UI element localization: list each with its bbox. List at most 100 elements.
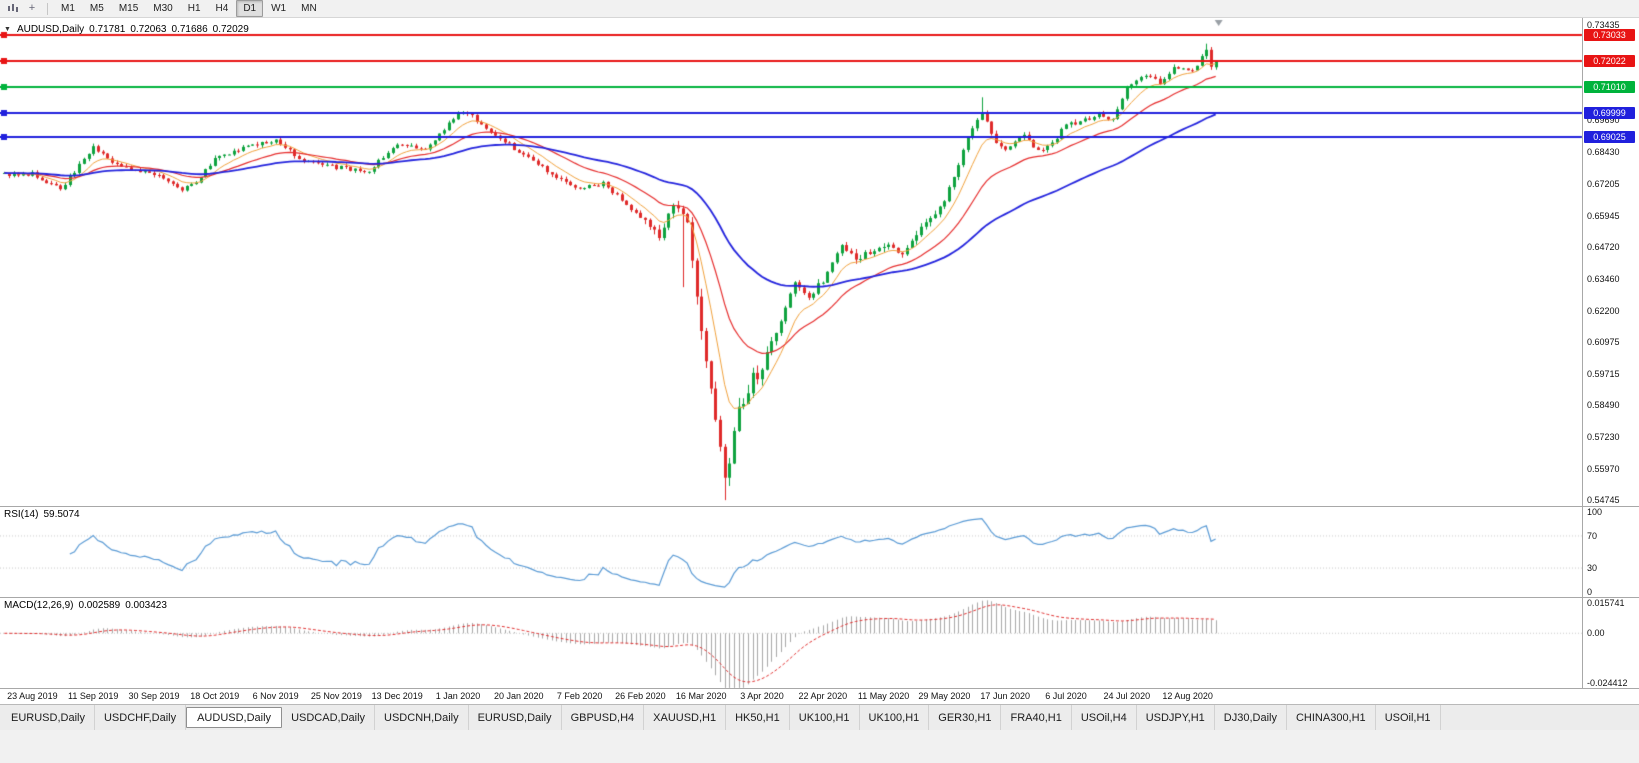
price-axis-tick: 0.58490 <box>1587 400 1620 411</box>
price-axis-tick: 0.65945 <box>1587 210 1620 221</box>
chart-tab-ger30-h1[interactable]: GER30,H1 <box>929 705 1002 730</box>
timeframe-button-mn[interactable]: MN <box>301 3 317 14</box>
macd-name: MACD(12,26,9) <box>4 600 74 611</box>
price-axis-tick: 0.67205 <box>1587 178 1620 189</box>
ohlc-close: 0.72029 <box>212 24 249 35</box>
date-axis-label: 26 Feb 2020 <box>615 691 666 701</box>
timeframe-button-w1[interactable]: W1 <box>271 3 287 14</box>
price-axis-tick: 0.60975 <box>1587 336 1620 347</box>
chart-tab-usoil-h4[interactable]: USOil,H4 <box>1072 705 1137 730</box>
chart-icon[interactable] <box>4 1 22 16</box>
chart-tab-usdcnh-daily[interactable]: USDCNH,Daily <box>375 705 469 730</box>
timeframe-button-m5[interactable]: M5 <box>89 3 104 14</box>
macd-axis-tick: 0.00 <box>1587 628 1605 639</box>
price-axis-tick: 0.64720 <box>1587 241 1620 252</box>
timeframe-button-m15[interactable]: M15 <box>118 3 139 14</box>
timeframe-button-h1[interactable]: H1 <box>187 3 201 14</box>
timeframe-button-m1[interactable]: M1 <box>61 3 75 14</box>
ohlc-high: 0.72063 <box>130 24 167 35</box>
price-axis-tick: 0.63460 <box>1587 273 1620 284</box>
date-axis-label: 30 Sep 2019 <box>128 691 180 701</box>
crosshair-icon[interactable]: + <box>28 2 36 14</box>
macd-axis-tick: 0.015741 <box>1587 598 1625 608</box>
timeframe-toolbar: + M1 M5 M15 M30 H1 H4 D1 W1 MN <box>0 0 1639 18</box>
timeframe-button-h4[interactable]: H4 <box>215 3 229 14</box>
pane-separator-rsi-macd[interactable] <box>0 597 1639 598</box>
date-axis-label: 7 Feb 2020 <box>556 691 603 701</box>
chart-tab-usdcad-daily[interactable]: USDCAD,Daily <box>282 705 376 730</box>
price-level-badge: 0.71010 <box>1584 80 1635 93</box>
price-level-badge: 0.73033 <box>1584 29 1635 42</box>
date-axis-label: 25 Nov 2019 <box>310 691 362 701</box>
ohlc-low: 0.71686 <box>171 24 208 35</box>
chart-tab-hk50-h1[interactable]: HK50,H1 <box>726 705 790 730</box>
toolbar-separator <box>47 2 48 15</box>
chart-tab-eurusd-daily[interactable]: EURUSD,Daily <box>2 705 95 730</box>
timeframe-button-m30[interactable]: M30 <box>153 3 173 14</box>
price-axis-tick: 0.59715 <box>1587 368 1620 379</box>
date-axis-label: 22 Apr 2020 <box>798 691 848 701</box>
date-axis-label: 11 Sep 2019 <box>67 691 119 701</box>
date-axis-label: 3 Apr 2020 <box>740 691 784 701</box>
macd-indicator-label: MACD(12,26,9) 0.002589 0.003423 <box>4 600 167 611</box>
price-axis-separator <box>1582 18 1583 688</box>
rsi-axis-tick: 100 <box>1587 506 1603 517</box>
rsi-axis-tick: 30 <box>1587 563 1598 574</box>
chart-tab-uk100-h1[interactable]: UK100,H1 <box>860 705 930 730</box>
chart-tab-xauusd-h1[interactable]: XAUUSD,H1 <box>644 705 727 730</box>
price-axis-tick: 0.54745 <box>1587 495 1620 506</box>
chart-tab-usdchf-daily[interactable]: USDCHF,Daily <box>95 705 187 730</box>
chart-tab-dj30-daily[interactable]: DJ30,Daily <box>1215 705 1287 730</box>
price-level-badge: 0.72022 <box>1584 55 1635 68</box>
time-axis-separator <box>0 688 1639 689</box>
chart-tab-gbpusd-h4[interactable]: GBPUSD,H4 <box>562 705 645 730</box>
rsi-axis-tick: 0 <box>1587 587 1593 598</box>
date-axis-label: 17 Jun 2020 <box>980 691 1030 701</box>
bottom-filler <box>0 730 1639 763</box>
date-axis-label: 18 Oct 2019 <box>190 691 240 701</box>
date-axis-label: 20 Jan 2020 <box>494 691 544 701</box>
chart-tab-uk100-h1[interactable]: UK100,H1 <box>790 705 860 730</box>
date-axis-label: 29 May 2020 <box>918 691 971 701</box>
chart-symbol-period: AUDUSD,Daily <box>16 24 85 35</box>
chart-tab-eurusd-daily[interactable]: EURUSD,Daily <box>469 705 562 730</box>
price-level-badge: 0.69999 <box>1584 106 1635 119</box>
price-axis-tick: 0.68430 <box>1587 147 1620 158</box>
chart-tab-audusd-daily[interactable]: AUDUSD,Daily <box>186 707 283 728</box>
date-axis-label: 6 Nov 2019 <box>252 691 299 701</box>
chart-tab-usoil-h1[interactable]: USOil,H1 <box>1376 705 1441 730</box>
chart-tab-fra40-h1[interactable]: FRA40,H1 <box>1001 705 1072 730</box>
rsi-value: 59.5074 <box>43 509 80 520</box>
chart-title: ▼ AUDUSD,Daily 0.71781 0.72063 0.71686 0… <box>4 24 249 35</box>
chart-tab-china300-h1[interactable]: CHINA300,H1 <box>1287 705 1376 730</box>
date-axis-label: 23 Aug 2019 <box>7 691 58 701</box>
price-level-badge: 0.69025 <box>1584 131 1635 144</box>
rsi-axis-tick: 70 <box>1587 530 1598 541</box>
price-axis-tick: 0.62200 <box>1587 305 1620 316</box>
price-axis-tick: 0.69690 <box>1587 115 1620 126</box>
chart-region: ▼ AUDUSD,Daily 0.71781 0.72063 0.71686 0… <box>0 18 1639 704</box>
price-axis-tick: 0.55970 <box>1587 464 1620 475</box>
timeframe-buttons-group: M1 M5 M15 M30 H1 H4 D1 W1 MN <box>54 0 324 17</box>
macd-value-main: 0.002589 <box>78 600 121 611</box>
ohlc-open: 0.71781 <box>89 24 126 35</box>
chart-tab-bar: EURUSD,Daily USDCHF,Daily AUDUSD,Daily USDC… <box>0 704 1639 730</box>
date-axis-label: 11 May 2020 <box>857 691 910 701</box>
price-axis-tick: 0.57230 <box>1587 432 1620 443</box>
date-axis-label: 12 Aug 2020 <box>1162 691 1213 701</box>
macd-value-signal: 0.003423 <box>125 600 167 611</box>
date-axis-label: 16 Mar 2020 <box>675 691 727 701</box>
pane-separator-main-rsi[interactable] <box>0 506 1639 507</box>
chart-tab-usdjpy-h1[interactable]: USDJPY,H1 <box>1137 705 1215 730</box>
date-axis-label: 24 Jul 2020 <box>1103 691 1151 701</box>
timeframe-button-d1[interactable]: D1 <box>236 0 264 17</box>
rsi-name: RSI(14) <box>4 509 39 520</box>
date-axis-label: 13 Dec 2019 <box>371 691 423 701</box>
macd-axis-tick: -0.024412 <box>1587 678 1628 688</box>
chart-canvas[interactable] <box>0 18 1639 690</box>
collapse-arrow-icon[interactable]: ▼ <box>4 26 11 33</box>
date-axis-label: 1 Jan 2020 <box>435 691 481 701</box>
rsi-indicator-label: RSI(14) 59.5074 <box>4 509 80 520</box>
date-axis-label: 6 Jul 2020 <box>1045 691 1087 701</box>
